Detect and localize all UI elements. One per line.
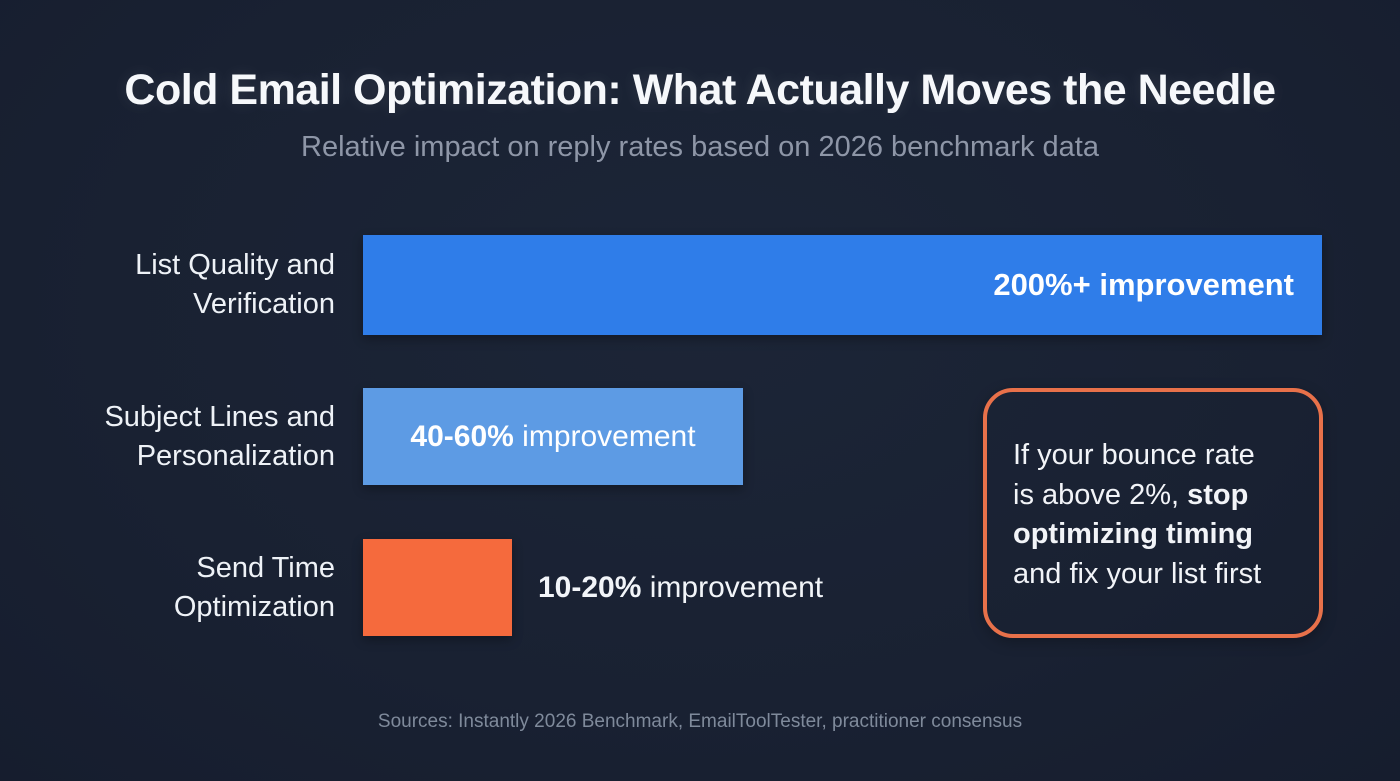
bar-value-number: 40-60% <box>410 419 514 453</box>
bar-label-list-quality: List Quality and Verification <box>0 235 335 335</box>
page-subtitle: Relative impact on reply rates based on … <box>301 131 1099 163</box>
callout-line3-bold: optimizing timing <box>1013 518 1254 550</box>
bar-list-quality: 200%+ improvement <box>363 235 1322 335</box>
sources-note: Sources: Instantly 2026 Benchmark, Email… <box>377 711 1023 732</box>
bar-label-send-time: Send Time Optimization <box>0 539 335 636</box>
bar-value-label: 40-60% improvement <box>410 420 695 454</box>
bar-label-subject-lines: Subject Lines and Personalization <box>0 388 335 485</box>
bar-value-number: 10-20% <box>538 570 642 604</box>
bar-value-label: 200%+ improvement <box>993 267 1294 302</box>
bar-label-line: Verification <box>193 288 335 320</box>
bar-label-line: Subject Lines and <box>104 400 335 433</box>
bar-value-label-outside: 10-20% improvement <box>538 539 823 636</box>
bar-label-line: Optimization <box>173 590 335 623</box>
bar-label-line: Send Time <box>196 551 335 584</box>
bar-value-suffix: improvement <box>513 419 696 453</box>
bar-label-line: List Quality and <box>135 249 335 281</box>
callout-line2-normal: is above 2%, <box>1013 478 1188 511</box>
callout-line2-bold: stop <box>1187 478 1249 511</box>
bounce-rate-callout-box: If your bounce rate is above 2%, stop op… <box>983 388 1323 638</box>
callout-text: If your bounce rate is above 2%, stop op… <box>1013 436 1295 594</box>
bar-send-time <box>363 539 512 636</box>
page-title: Cold Email Optimization: What Actually M… <box>124 66 1276 114</box>
callout-line4: and fix your list first <box>1013 557 1262 590</box>
bar-label-line: Personalization <box>136 439 335 472</box>
bar-subject-lines: 40-60% improvement <box>363 388 743 485</box>
callout-line1: If your bounce rate <box>1013 439 1255 471</box>
bar-value-suffix: improvement <box>641 570 824 604</box>
